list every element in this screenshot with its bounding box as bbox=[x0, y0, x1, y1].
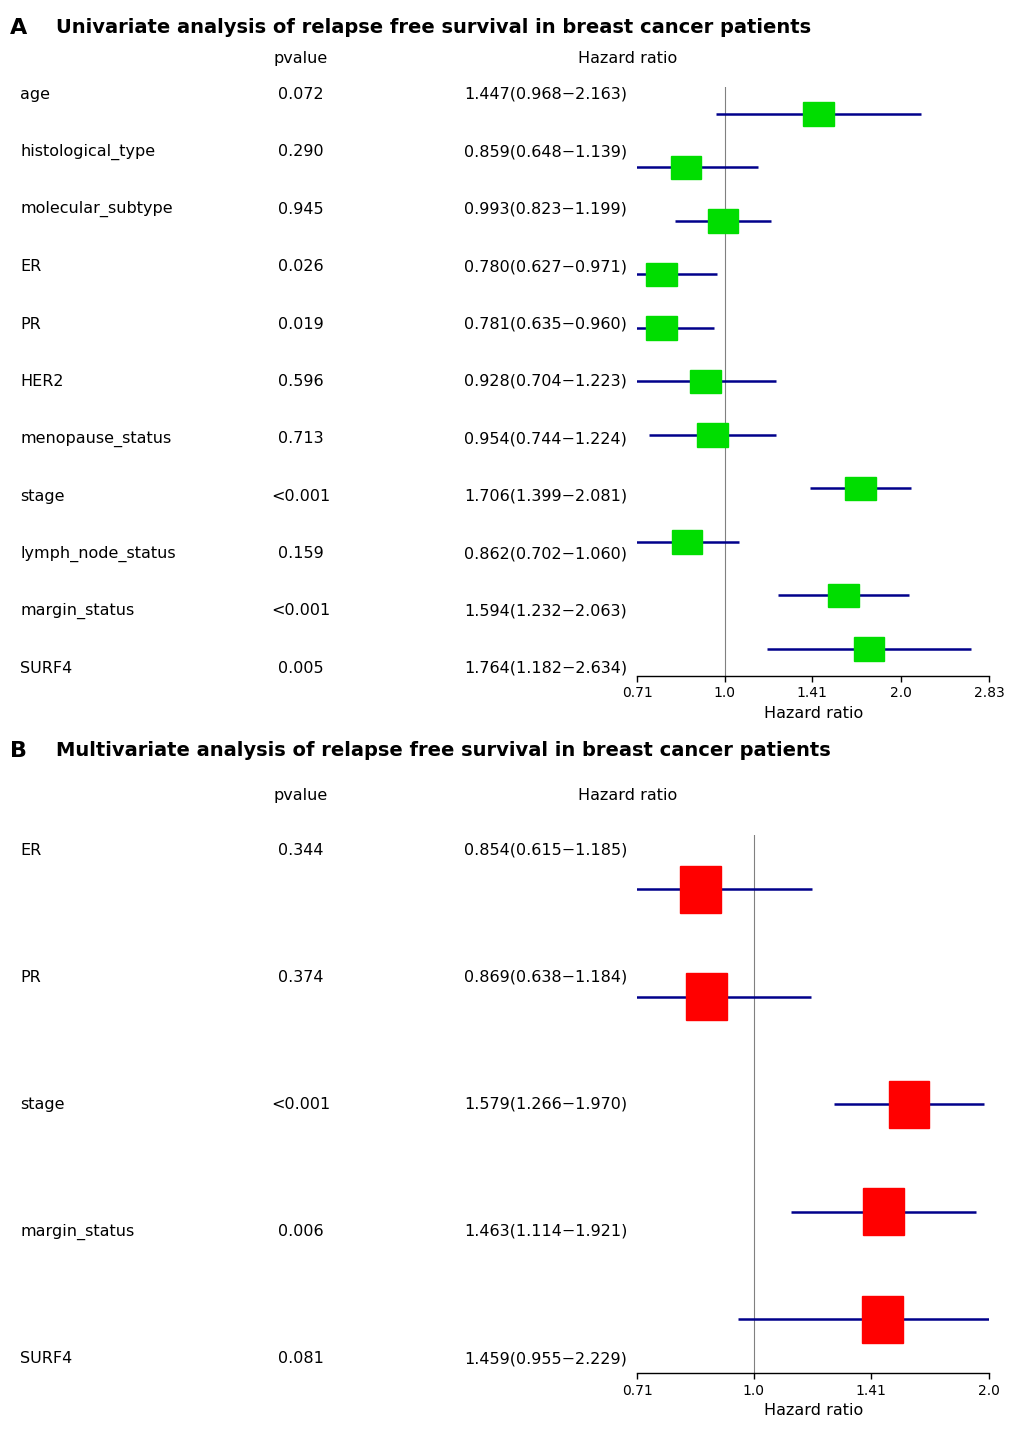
Text: 0.780(0.627−0.971): 0.780(0.627−0.971) bbox=[464, 259, 627, 275]
Text: SURF4: SURF4 bbox=[20, 1351, 72, 1366]
Bar bbox=[646, 317, 677, 340]
Text: 0.993(0.823−1.199): 0.993(0.823−1.199) bbox=[464, 202, 627, 216]
Text: 1.764(1.182−2.634): 1.764(1.182−2.634) bbox=[464, 661, 627, 676]
Text: 0.081: 0.081 bbox=[278, 1351, 323, 1366]
Bar bbox=[671, 530, 701, 554]
Text: Multivariate analysis of relapse free survival in breast cancer patients: Multivariate analysis of relapse free su… bbox=[56, 741, 830, 760]
Text: pvalue: pvalue bbox=[273, 788, 328, 804]
Text: PR: PR bbox=[20, 969, 41, 985]
Bar bbox=[853, 636, 883, 661]
Text: SURF4: SURF4 bbox=[20, 661, 72, 676]
Text: molecular_subtype: molecular_subtype bbox=[20, 201, 173, 218]
Text: 0.862(0.702−1.060): 0.862(0.702−1.060) bbox=[464, 546, 627, 561]
Text: Univariate analysis of relapse free survival in breast cancer patients: Univariate analysis of relapse free surv… bbox=[56, 17, 810, 38]
Bar bbox=[845, 477, 875, 500]
Text: 0.945: 0.945 bbox=[278, 202, 323, 216]
Text: 0.596: 0.596 bbox=[278, 373, 323, 389]
Bar bbox=[645, 263, 676, 286]
Bar bbox=[861, 1296, 902, 1343]
Text: <0.001: <0.001 bbox=[271, 488, 330, 504]
Text: 0.954(0.744−1.224): 0.954(0.744−1.224) bbox=[464, 432, 627, 446]
Text: B: B bbox=[10, 741, 28, 761]
Text: 1.594(1.232−2.063): 1.594(1.232−2.063) bbox=[464, 603, 627, 619]
Text: 0.072: 0.072 bbox=[278, 87, 323, 102]
Text: 0.026: 0.026 bbox=[278, 259, 323, 275]
Bar bbox=[707, 209, 738, 232]
Text: 1.459(0.955−2.229): 1.459(0.955−2.229) bbox=[464, 1351, 627, 1366]
Text: ER: ER bbox=[20, 259, 42, 275]
Text: 1.463(1.114−1.921): 1.463(1.114−1.921) bbox=[464, 1223, 627, 1239]
Text: 0.344: 0.344 bbox=[278, 843, 323, 857]
Bar bbox=[888, 1081, 928, 1128]
Bar bbox=[697, 423, 728, 446]
Text: histological_type: histological_type bbox=[20, 144, 155, 160]
Text: PR: PR bbox=[20, 317, 41, 331]
Text: 1.706(1.399−2.081): 1.706(1.399−2.081) bbox=[464, 488, 627, 504]
Text: HER2: HER2 bbox=[20, 373, 64, 389]
Text: 0.005: 0.005 bbox=[278, 661, 323, 676]
Text: 0.854(0.615−1.185): 0.854(0.615−1.185) bbox=[464, 843, 627, 857]
Text: 1.447(0.968−2.163): 1.447(0.968−2.163) bbox=[464, 87, 627, 102]
Bar bbox=[685, 974, 726, 1020]
X-axis label: Hazard ratio: Hazard ratio bbox=[763, 706, 862, 721]
Text: 0.928(0.704−1.223): 0.928(0.704−1.223) bbox=[464, 373, 627, 389]
Text: ER: ER bbox=[20, 843, 42, 857]
Text: 0.374: 0.374 bbox=[278, 969, 323, 985]
Bar bbox=[827, 584, 858, 607]
Text: stage: stage bbox=[20, 1097, 65, 1112]
Text: 0.859(0.648−1.139): 0.859(0.648−1.139) bbox=[464, 144, 627, 160]
Text: stage: stage bbox=[20, 488, 65, 504]
Text: pvalue: pvalue bbox=[273, 51, 328, 65]
Text: 1.579(1.266−1.970): 1.579(1.266−1.970) bbox=[464, 1097, 627, 1112]
Bar bbox=[690, 369, 720, 394]
Text: margin_status: margin_status bbox=[20, 603, 135, 619]
Text: <0.001: <0.001 bbox=[271, 1097, 330, 1112]
Bar bbox=[803, 102, 834, 126]
Bar bbox=[862, 1189, 903, 1235]
Bar bbox=[680, 866, 720, 912]
Text: 0.781(0.635−0.960): 0.781(0.635−0.960) bbox=[464, 317, 627, 331]
Bar bbox=[671, 155, 701, 179]
Text: <0.001: <0.001 bbox=[271, 603, 330, 619]
Text: lymph_node_status: lymph_node_status bbox=[20, 545, 176, 562]
Text: Hazard ratio: Hazard ratio bbox=[577, 788, 677, 804]
Text: 0.006: 0.006 bbox=[278, 1223, 323, 1239]
Text: 0.019: 0.019 bbox=[278, 317, 323, 331]
X-axis label: Hazard ratio: Hazard ratio bbox=[763, 1404, 862, 1418]
Text: margin_status: margin_status bbox=[20, 1223, 135, 1239]
Text: menopause_status: menopause_status bbox=[20, 432, 171, 446]
Text: A: A bbox=[10, 17, 28, 38]
Text: 0.869(0.638−1.184): 0.869(0.638−1.184) bbox=[464, 969, 627, 985]
Text: 0.159: 0.159 bbox=[278, 546, 323, 561]
Text: Hazard ratio: Hazard ratio bbox=[577, 51, 677, 65]
Text: age: age bbox=[20, 87, 50, 102]
Text: 0.290: 0.290 bbox=[278, 144, 323, 160]
Text: 0.713: 0.713 bbox=[278, 432, 323, 446]
